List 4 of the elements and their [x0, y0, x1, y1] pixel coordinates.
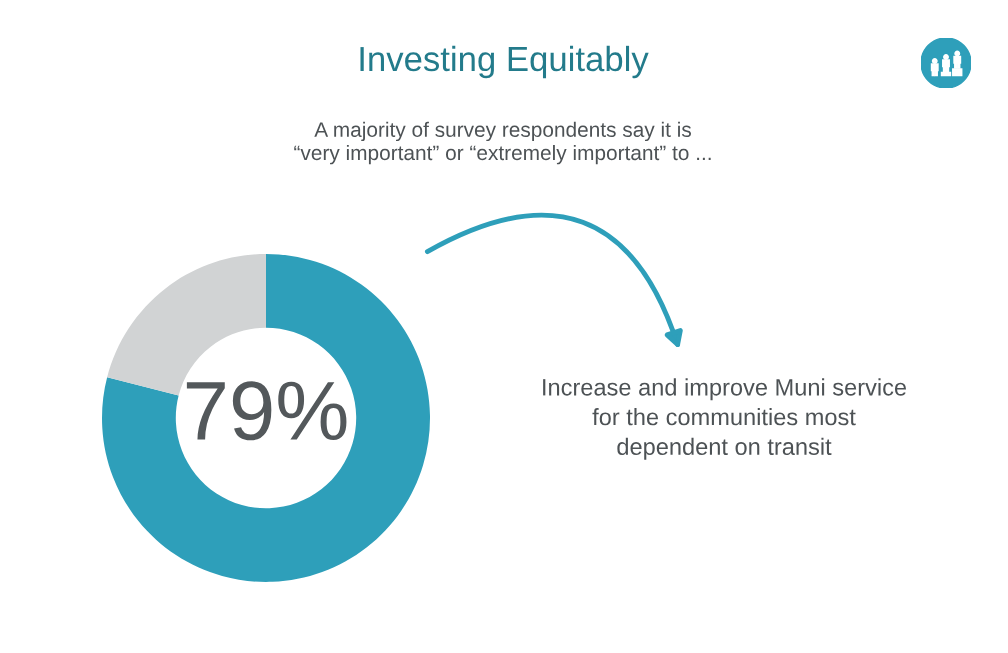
data-label: 79% — [186, 381, 347, 441]
text: A majority of survey respondents say it is “very important” or “extremely important” to ... — [294, 121, 711, 165]
text: Investing Equitably — [360, 45, 649, 79]
text: Increase and improve Muni service for the communities most dependent on transit — [543, 378, 907, 460]
